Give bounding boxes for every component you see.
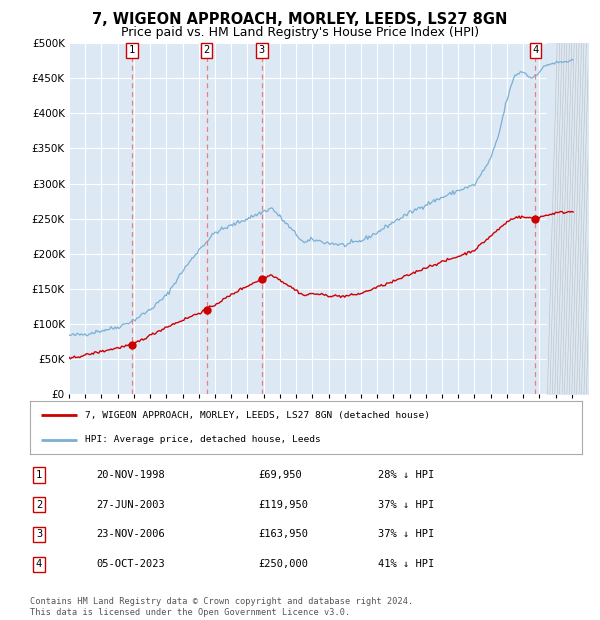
Text: 3: 3 xyxy=(259,45,265,55)
Text: 4: 4 xyxy=(36,559,42,569)
Text: 23-NOV-2006: 23-NOV-2006 xyxy=(96,529,165,539)
Text: 4: 4 xyxy=(532,45,538,55)
Text: 7, WIGEON APPROACH, MORLEY, LEEDS, LS27 8GN (detached house): 7, WIGEON APPROACH, MORLEY, LEEDS, LS27 … xyxy=(85,411,430,420)
Text: 28% ↓ HPI: 28% ↓ HPI xyxy=(378,470,434,480)
Text: 05-OCT-2023: 05-OCT-2023 xyxy=(96,559,165,569)
Text: 2: 2 xyxy=(36,500,42,510)
Text: HPI: Average price, detached house, Leeds: HPI: Average price, detached house, Leed… xyxy=(85,435,321,444)
Text: 1: 1 xyxy=(36,470,42,480)
Text: 37% ↓ HPI: 37% ↓ HPI xyxy=(378,529,434,539)
Text: Price paid vs. HM Land Registry's House Price Index (HPI): Price paid vs. HM Land Registry's House … xyxy=(121,26,479,38)
Text: £69,950: £69,950 xyxy=(258,470,302,480)
Text: £163,950: £163,950 xyxy=(258,529,308,539)
Text: 20-NOV-1998: 20-NOV-1998 xyxy=(96,470,165,480)
Bar xyxy=(547,43,588,394)
Text: £250,000: £250,000 xyxy=(258,559,308,569)
Text: 3: 3 xyxy=(36,529,42,539)
Text: £119,950: £119,950 xyxy=(258,500,308,510)
Text: 7, WIGEON APPROACH, MORLEY, LEEDS, LS27 8GN: 7, WIGEON APPROACH, MORLEY, LEEDS, LS27 … xyxy=(92,12,508,27)
Text: 2: 2 xyxy=(203,45,210,55)
Text: 1: 1 xyxy=(129,45,135,55)
Text: 37% ↓ HPI: 37% ↓ HPI xyxy=(378,500,434,510)
Text: 41% ↓ HPI: 41% ↓ HPI xyxy=(378,559,434,569)
Text: Contains HM Land Registry data © Crown copyright and database right 2024.
This d: Contains HM Land Registry data © Crown c… xyxy=(30,598,413,617)
Text: 27-JUN-2003: 27-JUN-2003 xyxy=(96,500,165,510)
